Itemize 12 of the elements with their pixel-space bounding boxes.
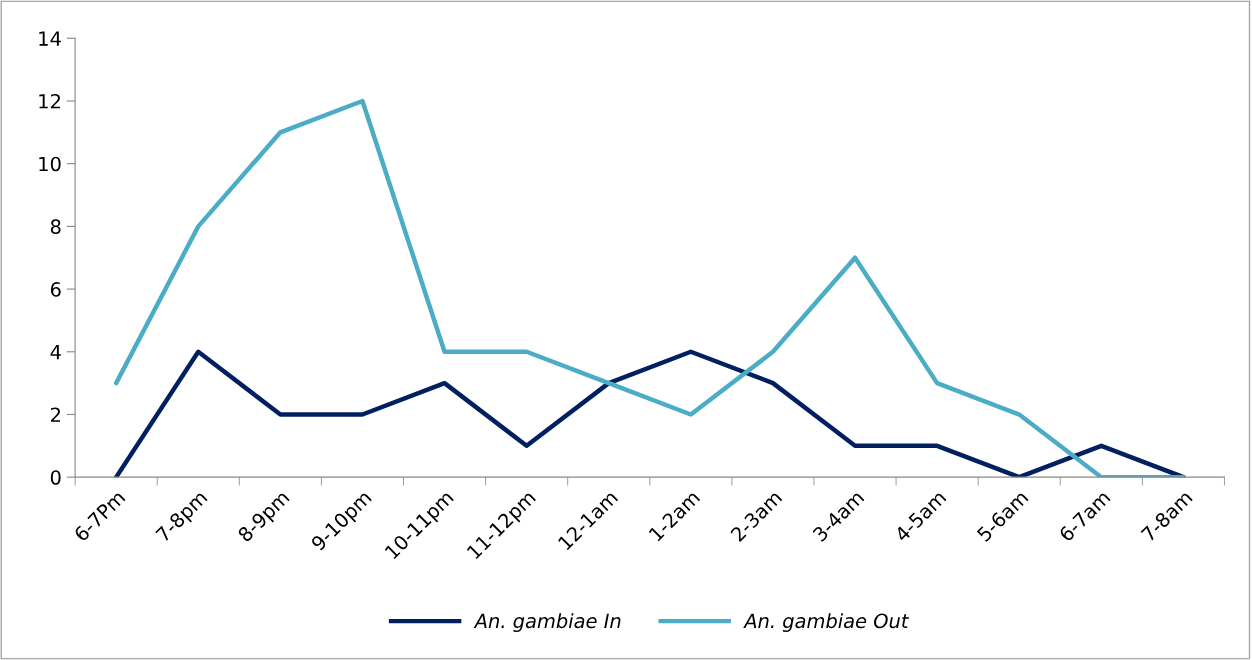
legend-label: An. gambiae In (473, 613, 621, 632)
y-tick-label: 10 (39, 156, 61, 172)
y-tick-label: 4 (50, 344, 61, 360)
y-tick-label: 6 (50, 282, 61, 297)
line-series (113, 349, 1186, 478)
y-tick-label: 0 (50, 470, 61, 485)
y-tick-label: 8 (50, 219, 61, 235)
y-tick-label: 12 (39, 93, 60, 109)
y-tick-label: 2 (50, 407, 60, 422)
legend-label: An. gambiae Out (743, 613, 910, 632)
y-tick-label: 14 (39, 31, 61, 46)
line-series (113, 98, 1186, 478)
